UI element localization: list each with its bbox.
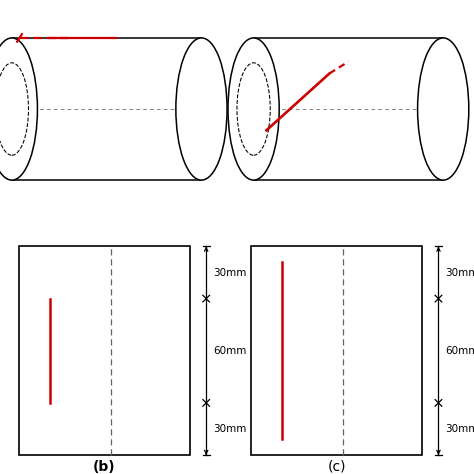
Text: (c): (c) [327,460,346,474]
Bar [19,246,190,455]
Bar [251,246,422,455]
Text: 30mm: 30mm [213,424,246,434]
Ellipse shape [176,38,227,180]
Ellipse shape [418,38,469,180]
Text: 30mm: 30mm [446,424,474,434]
Text: 30mm: 30mm [213,267,246,278]
Ellipse shape [0,38,37,180]
Text: 60mm: 60mm [446,346,474,356]
Text: (b): (b) [93,460,116,474]
Text: 30mm: 30mm [446,267,474,278]
Text: 60mm: 60mm [213,346,246,356]
Ellipse shape [228,38,279,180]
